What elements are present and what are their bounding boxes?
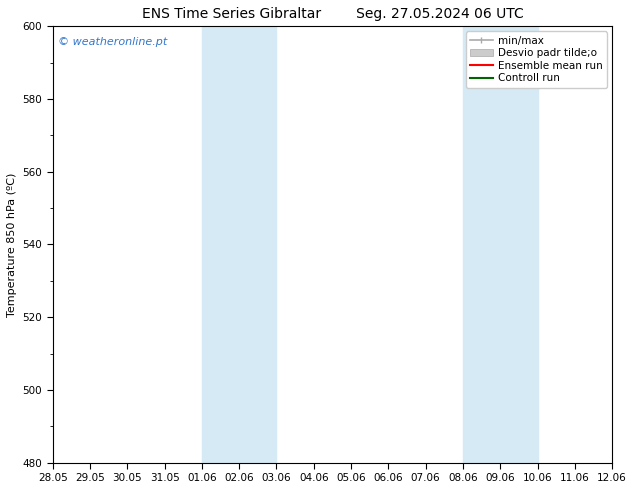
Bar xyxy=(463,26,538,463)
Bar xyxy=(202,26,276,463)
Text: © weatheronline.pt: © weatheronline.pt xyxy=(58,37,167,47)
Legend: min/max, Desvio padr tilde;o, Ensemble mean run, Controll run: min/max, Desvio padr tilde;o, Ensemble m… xyxy=(466,31,607,88)
Y-axis label: Temperature 850 hPa (ºC): Temperature 850 hPa (ºC) xyxy=(7,172,17,317)
Title: ENS Time Series Gibraltar        Seg. 27.05.2024 06 UTC: ENS Time Series Gibraltar Seg. 27.05.202… xyxy=(141,7,523,21)
